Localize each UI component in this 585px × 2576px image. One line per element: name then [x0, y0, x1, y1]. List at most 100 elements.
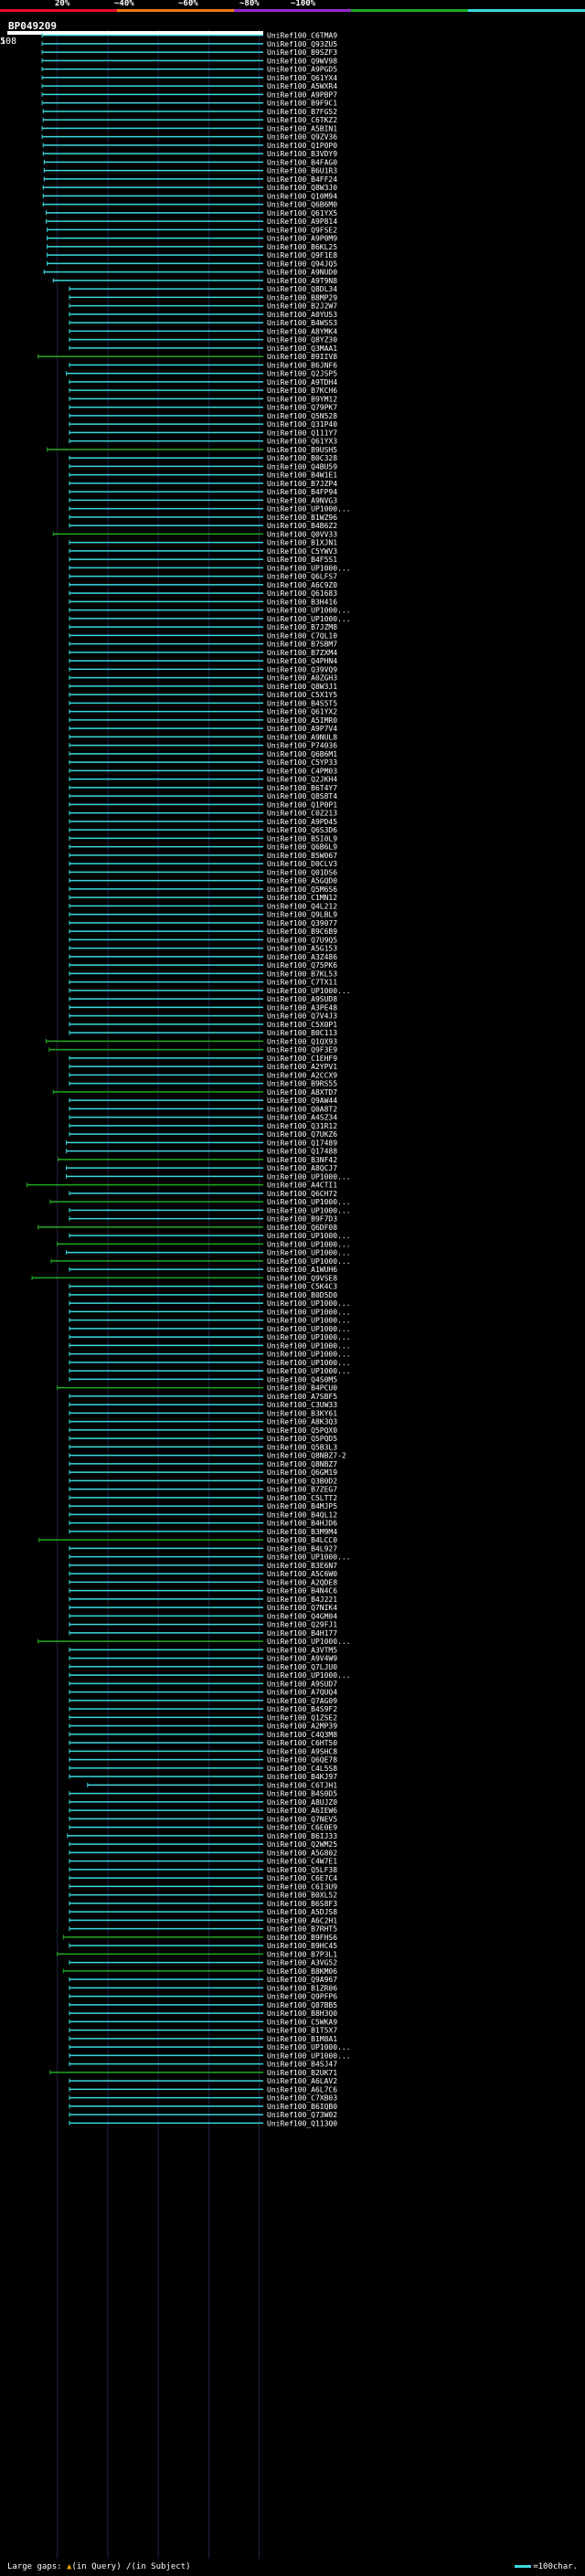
hit-label[interactable]: UniRef100_Q17489	[267, 1139, 337, 1147]
hit-row[interactable]: UniRef100_C0Z213	[69, 810, 337, 818]
hit-label[interactable]: UniRef100_A9NUD0	[267, 269, 337, 277]
hit-row[interactable]: UniRef100_A2MP39	[69, 1723, 337, 1731]
hit-label[interactable]: UniRef100_Q93ZU5	[267, 40, 337, 48]
hit-row[interactable]: UniRef100_Q0A8T2	[69, 1105, 337, 1113]
hit-label[interactable]: UniRef100_B4S9F2	[267, 1705, 337, 1713]
hit-label[interactable]: UniRef100_Q4S0M5	[267, 1375, 337, 1383]
hit-row[interactable]: UniRef100_A9TDH4	[69, 378, 337, 387]
hit-row[interactable]: UniRef100_C5X0P1	[69, 1021, 337, 1029]
hit-row[interactable]: UniRef100_A2YPV1	[69, 1063, 337, 1071]
hit-row[interactable]: UniRef100_C4Q3M8	[69, 1731, 337, 1739]
hit-row[interactable]: UniRef100_A8YMK4	[69, 327, 337, 335]
hit-label[interactable]: UniRef100_B7ZXM4	[267, 649, 337, 657]
hit-row[interactable]: UniRef100_A9P0M9	[47, 235, 338, 243]
hit-row[interactable]: UniRef100_A4SZ34	[69, 1114, 337, 1122]
hit-label[interactable]: UniRef100_UP1000...	[267, 1232, 351, 1240]
hit-label[interactable]: UniRef100_C1MN12	[267, 894, 337, 902]
hit-row[interactable]: UniRef100_Q0VV33	[52, 530, 337, 538]
hit-label[interactable]: UniRef100_Q8W3J1	[267, 683, 337, 691]
hit-label[interactable]: UniRef100_Q94JQ5	[267, 260, 337, 268]
hit-row[interactable]: UniRef100_A9NUL8	[69, 733, 337, 741]
hit-row[interactable]: UniRef100_A9PBP7	[41, 90, 337, 99]
hit-row[interactable]: UniRef100_A2QDE8	[69, 1578, 337, 1586]
hit-label[interactable]: UniRef100_Q8YZ30	[267, 336, 337, 345]
hit-label[interactable]: UniRef100_UP1000...	[267, 1638, 351, 1646]
hit-label[interactable]: UniRef100_A9T9N8	[267, 277, 337, 285]
hit-row[interactable]: UniRef100_Q6DF08	[37, 1224, 338, 1232]
hit-label[interactable]: UniRef100_B8KM06	[267, 1967, 337, 1976]
hit-row[interactable]: UniRef100_B9F7D3	[69, 1215, 337, 1224]
hit-row[interactable]: UniRef100_B4WSS3	[69, 319, 337, 327]
hit-row[interactable]: UniRef100_UP1000...	[69, 1299, 351, 1308]
hit-label[interactable]: UniRef100_B6S8F3	[267, 1900, 337, 1908]
hit-label[interactable]: UniRef100_A9SUD7	[267, 1680, 337, 1688]
hit-label[interactable]: UniRef100_UP1000...	[267, 1325, 351, 1333]
hit-row[interactable]: UniRef100_Q7AG09	[69, 1697, 337, 1705]
hit-label[interactable]: UniRef100_Q75PK6	[267, 961, 337, 970]
hit-row[interactable]: UniRef100_Q8S8T4	[69, 792, 337, 800]
hit-label[interactable]: UniRef100_Q4L212	[267, 902, 337, 910]
hit-row[interactable]: UniRef100_Q93ZU5	[41, 40, 337, 48]
hit-label[interactable]: UniRef100_UP1000...	[267, 1341, 351, 1350]
hit-label[interactable]: UniRef100_Q7NEV5	[267, 1815, 337, 1823]
hit-row[interactable]: UniRef100_UP1000...	[66, 1172, 351, 1181]
hit-row[interactable]: UniRef100_B3VDY9	[42, 150, 337, 158]
hit-row[interactable]: UniRef100_Q61YX5	[46, 209, 338, 217]
hit-row[interactable]: UniRef100_A6C9Z0	[69, 581, 337, 589]
hit-label[interactable]: UniRef100_Q5M6S6	[267, 885, 337, 894]
hit-row[interactable]: UniRef100_B7P3L1	[57, 1950, 338, 1958]
hit-label[interactable]: UniRef100_C5YP33	[267, 758, 337, 767]
hit-row[interactable]: UniRef100_B6U1R3	[43, 167, 337, 175]
hit-label[interactable]: UniRef100_Q9F3E9	[267, 1046, 337, 1055]
hit-row[interactable]: UniRef100_Q4L212	[69, 902, 337, 910]
hit-row[interactable]: UniRef100_B9SZF3	[41, 48, 337, 57]
hit-label[interactable]: UniRef100_A5G153	[267, 945, 337, 953]
hit-row[interactable]: UniRef100_A7QUQ4	[69, 1689, 337, 1697]
hit-row[interactable]: UniRef100_Q7NIK4	[69, 1604, 337, 1612]
hit-label[interactable]: UniRef100_A8XTD7	[267, 1088, 337, 1097]
hit-row[interactable]: UniRef100_C6TJH1	[87, 1781, 337, 1789]
hit-label[interactable]: UniRef100_B4FF24	[267, 175, 337, 184]
hit-row[interactable]: UniRef100_C5LTT2	[69, 1494, 337, 1502]
hit-row[interactable]: UniRef100_B4J221	[69, 1595, 337, 1604]
hit-row[interactable]: UniRef100_Q2JSP5	[66, 370, 338, 378]
hit-label[interactable]: UniRef100_Q5N528	[267, 412, 337, 420]
hit-row[interactable]: UniRef100_A5G802	[69, 1849, 337, 1857]
hit-row[interactable]: UniRef100_UP1000...	[69, 1308, 351, 1316]
hit-row[interactable]: UniRef100_B7RHT5	[69, 1925, 337, 1934]
hit-row[interactable]: UniRef100_B1ZR06	[69, 1984, 337, 1992]
hit-row[interactable]: UniRef100_Q9WV98	[41, 57, 337, 65]
hit-row[interactable]: UniRef100_Q5B3L3	[69, 1443, 337, 1451]
hit-label[interactable]: UniRef100_B8MP29	[267, 293, 337, 302]
hit-label[interactable]: UniRef100_UP1000...	[267, 607, 351, 615]
hit-row[interactable]: UniRef100_A5IMR0	[69, 716, 337, 725]
hit-label[interactable]: UniRef100_A3Z486	[267, 953, 337, 961]
hit-row[interactable]: UniRef100_B3H416	[69, 598, 337, 606]
hit-row[interactable]: UniRef100_Q6S3D6	[69, 826, 337, 834]
hit-label[interactable]: UniRef100_Q9LBL9	[267, 911, 337, 919]
hit-label[interactable]: UniRef100_UP1000...	[267, 1333, 351, 1341]
hit-row[interactable]: UniRef100_B9F9C1	[41, 100, 337, 108]
hit-label[interactable]: UniRef100_B4WSS3	[267, 319, 337, 327]
hit-label[interactable]: UniRef100_UP1000...	[267, 2051, 351, 2060]
hit-row[interactable]: UniRef100_B7SBM7	[69, 641, 337, 649]
hit-row[interactable]: UniRef100_Q5PQD5	[69, 1435, 337, 1443]
hit-row[interactable]: UniRef100_A9SUD7	[69, 1680, 337, 1688]
hit-row[interactable]: UniRef100_Q31R12	[69, 1122, 337, 1130]
hit-label[interactable]: UniRef100_B1M8A1	[267, 2035, 337, 2043]
hit-label[interactable]: UniRef100_Q8NBZ7	[267, 1460, 337, 1468]
hit-row[interactable]: UniRef100_C7QL10	[69, 631, 337, 640]
hit-row[interactable]: UniRef100_C3UW33	[69, 1401, 337, 1409]
hit-row[interactable]: UniRef100_B7ZXM4	[69, 649, 337, 657]
hit-row[interactable]: UniRef100_Q6LFS7	[69, 573, 337, 581]
hit-row[interactable]: UniRef100_Q4GM04	[69, 1612, 337, 1620]
hit-row[interactable]: UniRef100_Q8W3J0	[42, 184, 337, 192]
hit-row[interactable]: UniRef100_Q75PK6	[69, 961, 337, 970]
hit-label[interactable]: UniRef100_A5GQD0	[267, 877, 337, 885]
hit-row[interactable]: UniRef100_Q7UKZ6	[69, 1130, 337, 1139]
hit-label[interactable]: UniRef100_C6E7C4	[267, 1874, 337, 1882]
hit-row[interactable]: UniRef100_B6KL25	[47, 243, 338, 251]
hit-row[interactable]: UniRef100_Q6B6M0	[42, 201, 337, 209]
hit-label[interactable]: UniRef100_A7SBF5	[267, 1393, 337, 1401]
hit-label[interactable]: UniRef100_B2UK71	[267, 2069, 337, 2077]
